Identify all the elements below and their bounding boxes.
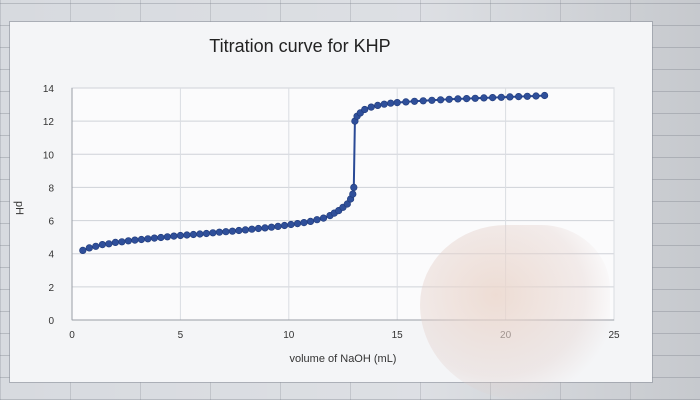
chart-title: Titration curve for KHP xyxy=(209,36,390,56)
data-point xyxy=(209,229,217,237)
data-point xyxy=(350,183,358,191)
data-point xyxy=(267,223,276,231)
y-tick-label: 0 xyxy=(48,316,54,327)
y-tick-label: 8 xyxy=(48,183,54,194)
x-tick-label: 10 xyxy=(283,330,295,341)
data-point xyxy=(437,96,445,104)
data-point xyxy=(79,246,87,254)
data-point xyxy=(183,231,191,239)
data-point xyxy=(410,97,419,105)
data-point xyxy=(92,242,100,250)
data-point xyxy=(402,98,410,106)
data-point xyxy=(248,225,256,233)
data-point xyxy=(445,95,453,103)
y-tick-label: 4 xyxy=(48,250,54,261)
data-point xyxy=(85,244,93,252)
data-point xyxy=(196,230,204,238)
data-point xyxy=(306,217,315,225)
y-tick-label: 2 xyxy=(48,283,54,294)
data-point xyxy=(319,214,328,222)
data-point xyxy=(111,238,119,246)
x-tick-label: 25 xyxy=(608,330,620,341)
data-point xyxy=(300,219,308,227)
data-point xyxy=(506,93,514,101)
data-point xyxy=(428,96,436,104)
data-point xyxy=(532,92,540,100)
data-point xyxy=(176,231,184,240)
data-point xyxy=(261,224,269,232)
data-point xyxy=(380,100,388,108)
data-point xyxy=(98,241,106,249)
data-point xyxy=(144,235,152,243)
y-tick-label: 6 xyxy=(48,217,54,228)
x-axis-title: volume of NaOH (mL) xyxy=(290,353,397,365)
data-point xyxy=(497,93,505,101)
data-point xyxy=(241,226,249,234)
data-point xyxy=(393,98,401,107)
data-point xyxy=(343,200,351,208)
data-point xyxy=(361,105,369,114)
x-tick-label: 15 xyxy=(392,330,404,341)
data-point xyxy=(222,228,230,236)
data-point xyxy=(293,220,302,228)
data-point xyxy=(480,94,488,102)
data-point xyxy=(124,237,132,245)
data-point xyxy=(202,229,210,238)
y-tick-label: 10 xyxy=(43,150,55,161)
data-point xyxy=(514,92,523,101)
data-point xyxy=(163,233,171,241)
data-point xyxy=(280,221,289,230)
data-point xyxy=(118,238,126,246)
data-point xyxy=(254,224,262,233)
data-point xyxy=(313,216,321,224)
data-points xyxy=(79,91,549,254)
data-point xyxy=(131,236,139,244)
data-point xyxy=(105,240,113,248)
data-point xyxy=(137,235,145,244)
data-point xyxy=(287,220,295,229)
x-tick-label: 5 xyxy=(178,330,184,341)
data-point xyxy=(349,190,357,198)
data-point xyxy=(523,92,531,100)
data-point xyxy=(489,93,497,102)
data-point xyxy=(367,103,375,111)
data-point xyxy=(170,232,178,240)
y-tick-label: 14 xyxy=(43,84,55,95)
data-point xyxy=(454,95,462,103)
data-point xyxy=(374,101,382,109)
data-point xyxy=(274,222,282,230)
x-tick-label: 20 xyxy=(500,330,512,341)
y-tick-label: 12 xyxy=(43,117,55,128)
data-point xyxy=(150,234,158,242)
data-point xyxy=(235,226,243,235)
data-point xyxy=(471,94,479,102)
data-point xyxy=(463,94,471,103)
data-point xyxy=(419,97,427,105)
data-point xyxy=(228,227,236,235)
data-point xyxy=(189,230,197,239)
data-point xyxy=(157,233,165,242)
data-point xyxy=(540,91,549,100)
data-point xyxy=(387,99,395,107)
x-tick-label: 0 xyxy=(69,330,75,341)
data-point xyxy=(215,228,223,236)
y-axis-title: pH xyxy=(13,201,25,215)
